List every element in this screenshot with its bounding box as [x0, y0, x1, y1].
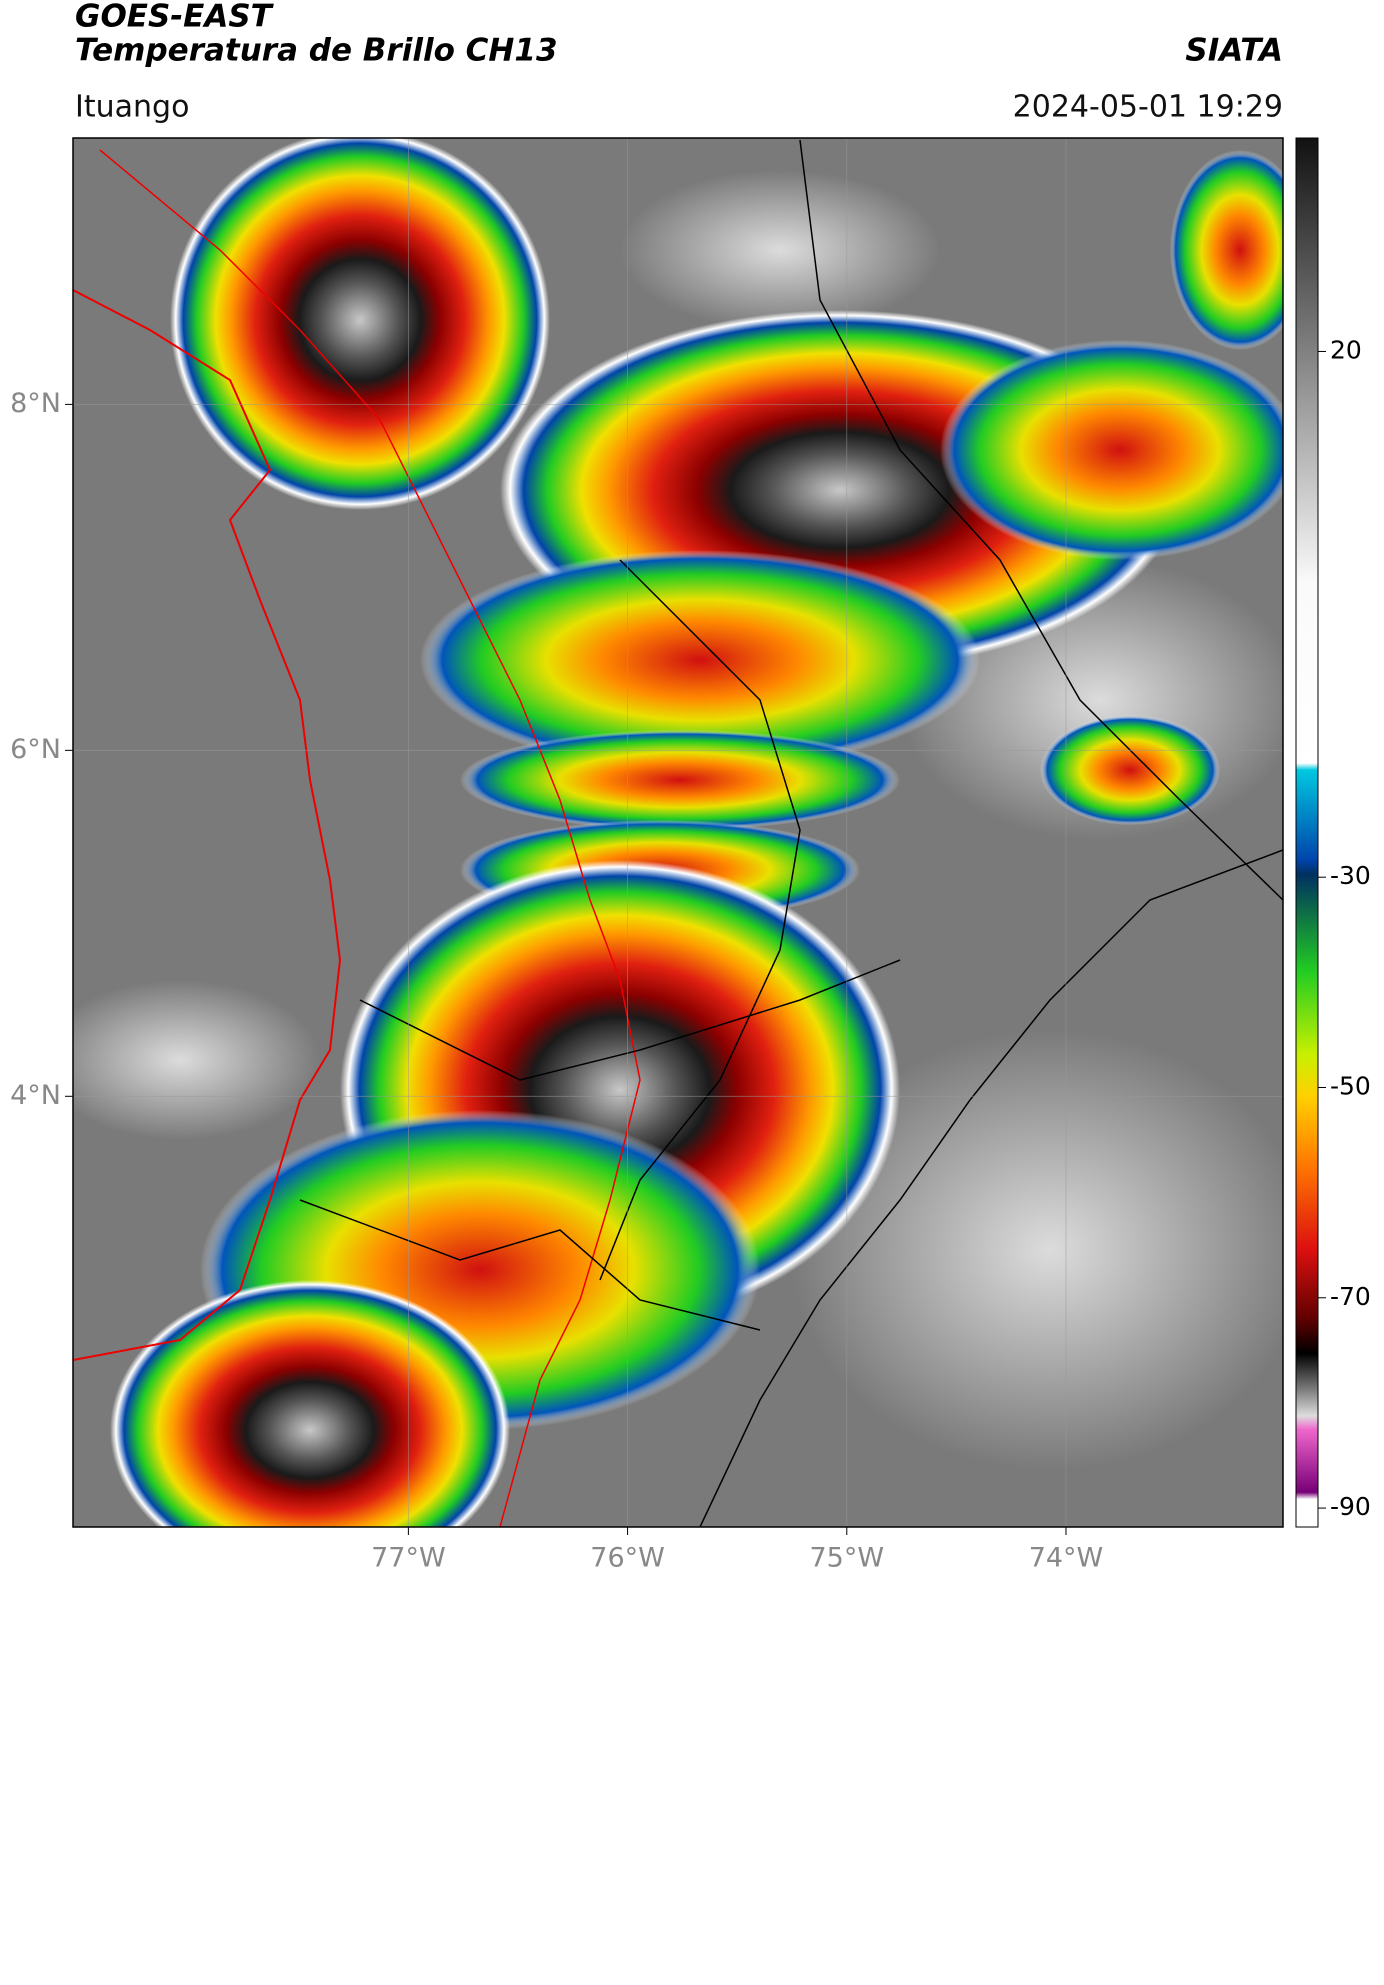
x-tick-label: 75°W [810, 1543, 885, 1574]
colorbar-label: -30 [1330, 861, 1371, 890]
x-tick-label: 77°W [371, 1543, 446, 1574]
colorbar-label: -50 [1330, 1071, 1371, 1100]
colorbar [1295, 137, 1319, 1528]
title: GOES-EAST [75, 0, 275, 35]
cloud [73, 980, 320, 1140]
colorbar-label: -90 [1330, 1492, 1371, 1521]
storm [940, 340, 1283, 560]
subtitle: Temperatura de Brillo CH13 [75, 33, 558, 69]
y-tick-label: 4°N [10, 1080, 61, 1111]
grid [73, 138, 1283, 1527]
map-image [73, 138, 1283, 1527]
storm [460, 730, 900, 830]
colorbar-label: 20 [1330, 335, 1362, 364]
y-tick-label: 8°N [10, 388, 61, 419]
border [299, 139, 1283, 1527]
boundary [99, 149, 641, 1527]
storm [1170, 150, 1283, 350]
coastline [73, 289, 342, 1361]
agency: SIATA [1185, 33, 1283, 69]
storm [110, 1280, 510, 1527]
storm [420, 550, 980, 770]
y-tick-label: 6°N [10, 734, 61, 765]
cloud [790, 1030, 1283, 1470]
map-frame [72, 137, 1284, 1528]
cloud [620, 170, 940, 330]
colorbar-label: -70 [1330, 1282, 1371, 1311]
storm [1040, 715, 1220, 825]
location: Ituango [75, 90, 189, 125]
storm [170, 138, 550, 510]
x-tick-label: 74°W [1029, 1543, 1104, 1574]
x-tick-label: 76°W [590, 1543, 665, 1574]
datetime: 2024-05-01 19:29 [1013, 90, 1283, 125]
